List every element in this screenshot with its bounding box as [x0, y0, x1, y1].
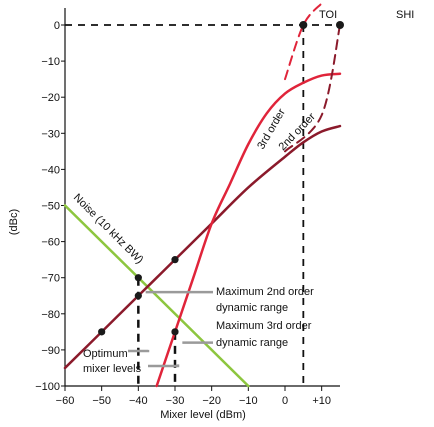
x-ticks: −60 −50 −40 −30 −20 −10 0 +10 — [56, 386, 331, 407]
optimum-label-line2: mixer levels — [83, 363, 142, 375]
data-point-2nd-order — [98, 328, 106, 336]
x-tick-label: −40 — [129, 395, 148, 407]
y-tick-label: −60 — [41, 237, 60, 249]
y-tick-label: −70 — [41, 273, 60, 285]
noise-series-label: Noise (10 kHz BW) — [71, 192, 146, 267]
x-tick-label: +10 — [312, 395, 331, 407]
y-tick-label: −10 — [41, 56, 60, 68]
y-tick-label: −30 — [41, 128, 60, 140]
toi-label: TOI — [319, 9, 337, 21]
series-line-2nd-order-extrapolation — [284, 24, 341, 153]
y-tick-label: −100 — [35, 381, 60, 393]
shi-label: SHI — [396, 9, 414, 21]
max3-label-line2: dynamic range — [216, 337, 288, 349]
y-tick-label: −80 — [41, 309, 60, 321]
y-tick-label: −40 — [41, 164, 60, 176]
max3-label-line1: Maximum 3rd order — [216, 320, 312, 332]
series-line-3rd-order-extrapolation — [284, 2, 323, 81]
x-tick-label: −10 — [239, 395, 258, 407]
y-tick-label: 0 — [54, 20, 60, 32]
optimum-leader-1 — [128, 349, 150, 353]
data-point-toi — [299, 21, 308, 29]
data-point-shi — [336, 21, 344, 29]
y-tick-label: −50 — [41, 201, 60, 213]
data-lines — [63, 2, 342, 388]
series-line-3rd-order — [155, 72, 342, 388]
optimum-label-line1: Optimum — [83, 348, 128, 360]
max2-label-line2: dynamic range — [216, 302, 288, 314]
data-point-2nd-order — [171, 256, 179, 264]
x-tick-label: −30 — [166, 395, 185, 407]
data-point-noise — [134, 274, 142, 282]
x-axis-label: Mixer level (dBm) — [160, 409, 246, 421]
x-tick-label: −20 — [202, 395, 221, 407]
y-ticks: 0 −10 −20 −30 −40 −50 −60 −70 −80 −90 −100 — [35, 20, 65, 393]
y-tick-label: −90 — [41, 345, 60, 357]
data-points — [98, 21, 344, 336]
x-tick-label: −50 — [92, 395, 111, 407]
x-tick-label: −60 — [56, 395, 75, 407]
data-point-2nd-order — [134, 292, 142, 300]
y-tick-label: −20 — [41, 92, 60, 104]
max2-label-line1: Maximum 2nd order — [216, 286, 314, 298]
data-point-3rd-order — [171, 328, 179, 336]
axes — [64, 8, 340, 387]
annotation-leaders — [128, 290, 213, 368]
series-line-noise-10-khz-bw — [63, 204, 250, 388]
x-tick-label: 0 — [282, 395, 288, 407]
optimum-leader-2 — [148, 364, 180, 368]
y-axis-label: (dBc) — [8, 209, 20, 235]
